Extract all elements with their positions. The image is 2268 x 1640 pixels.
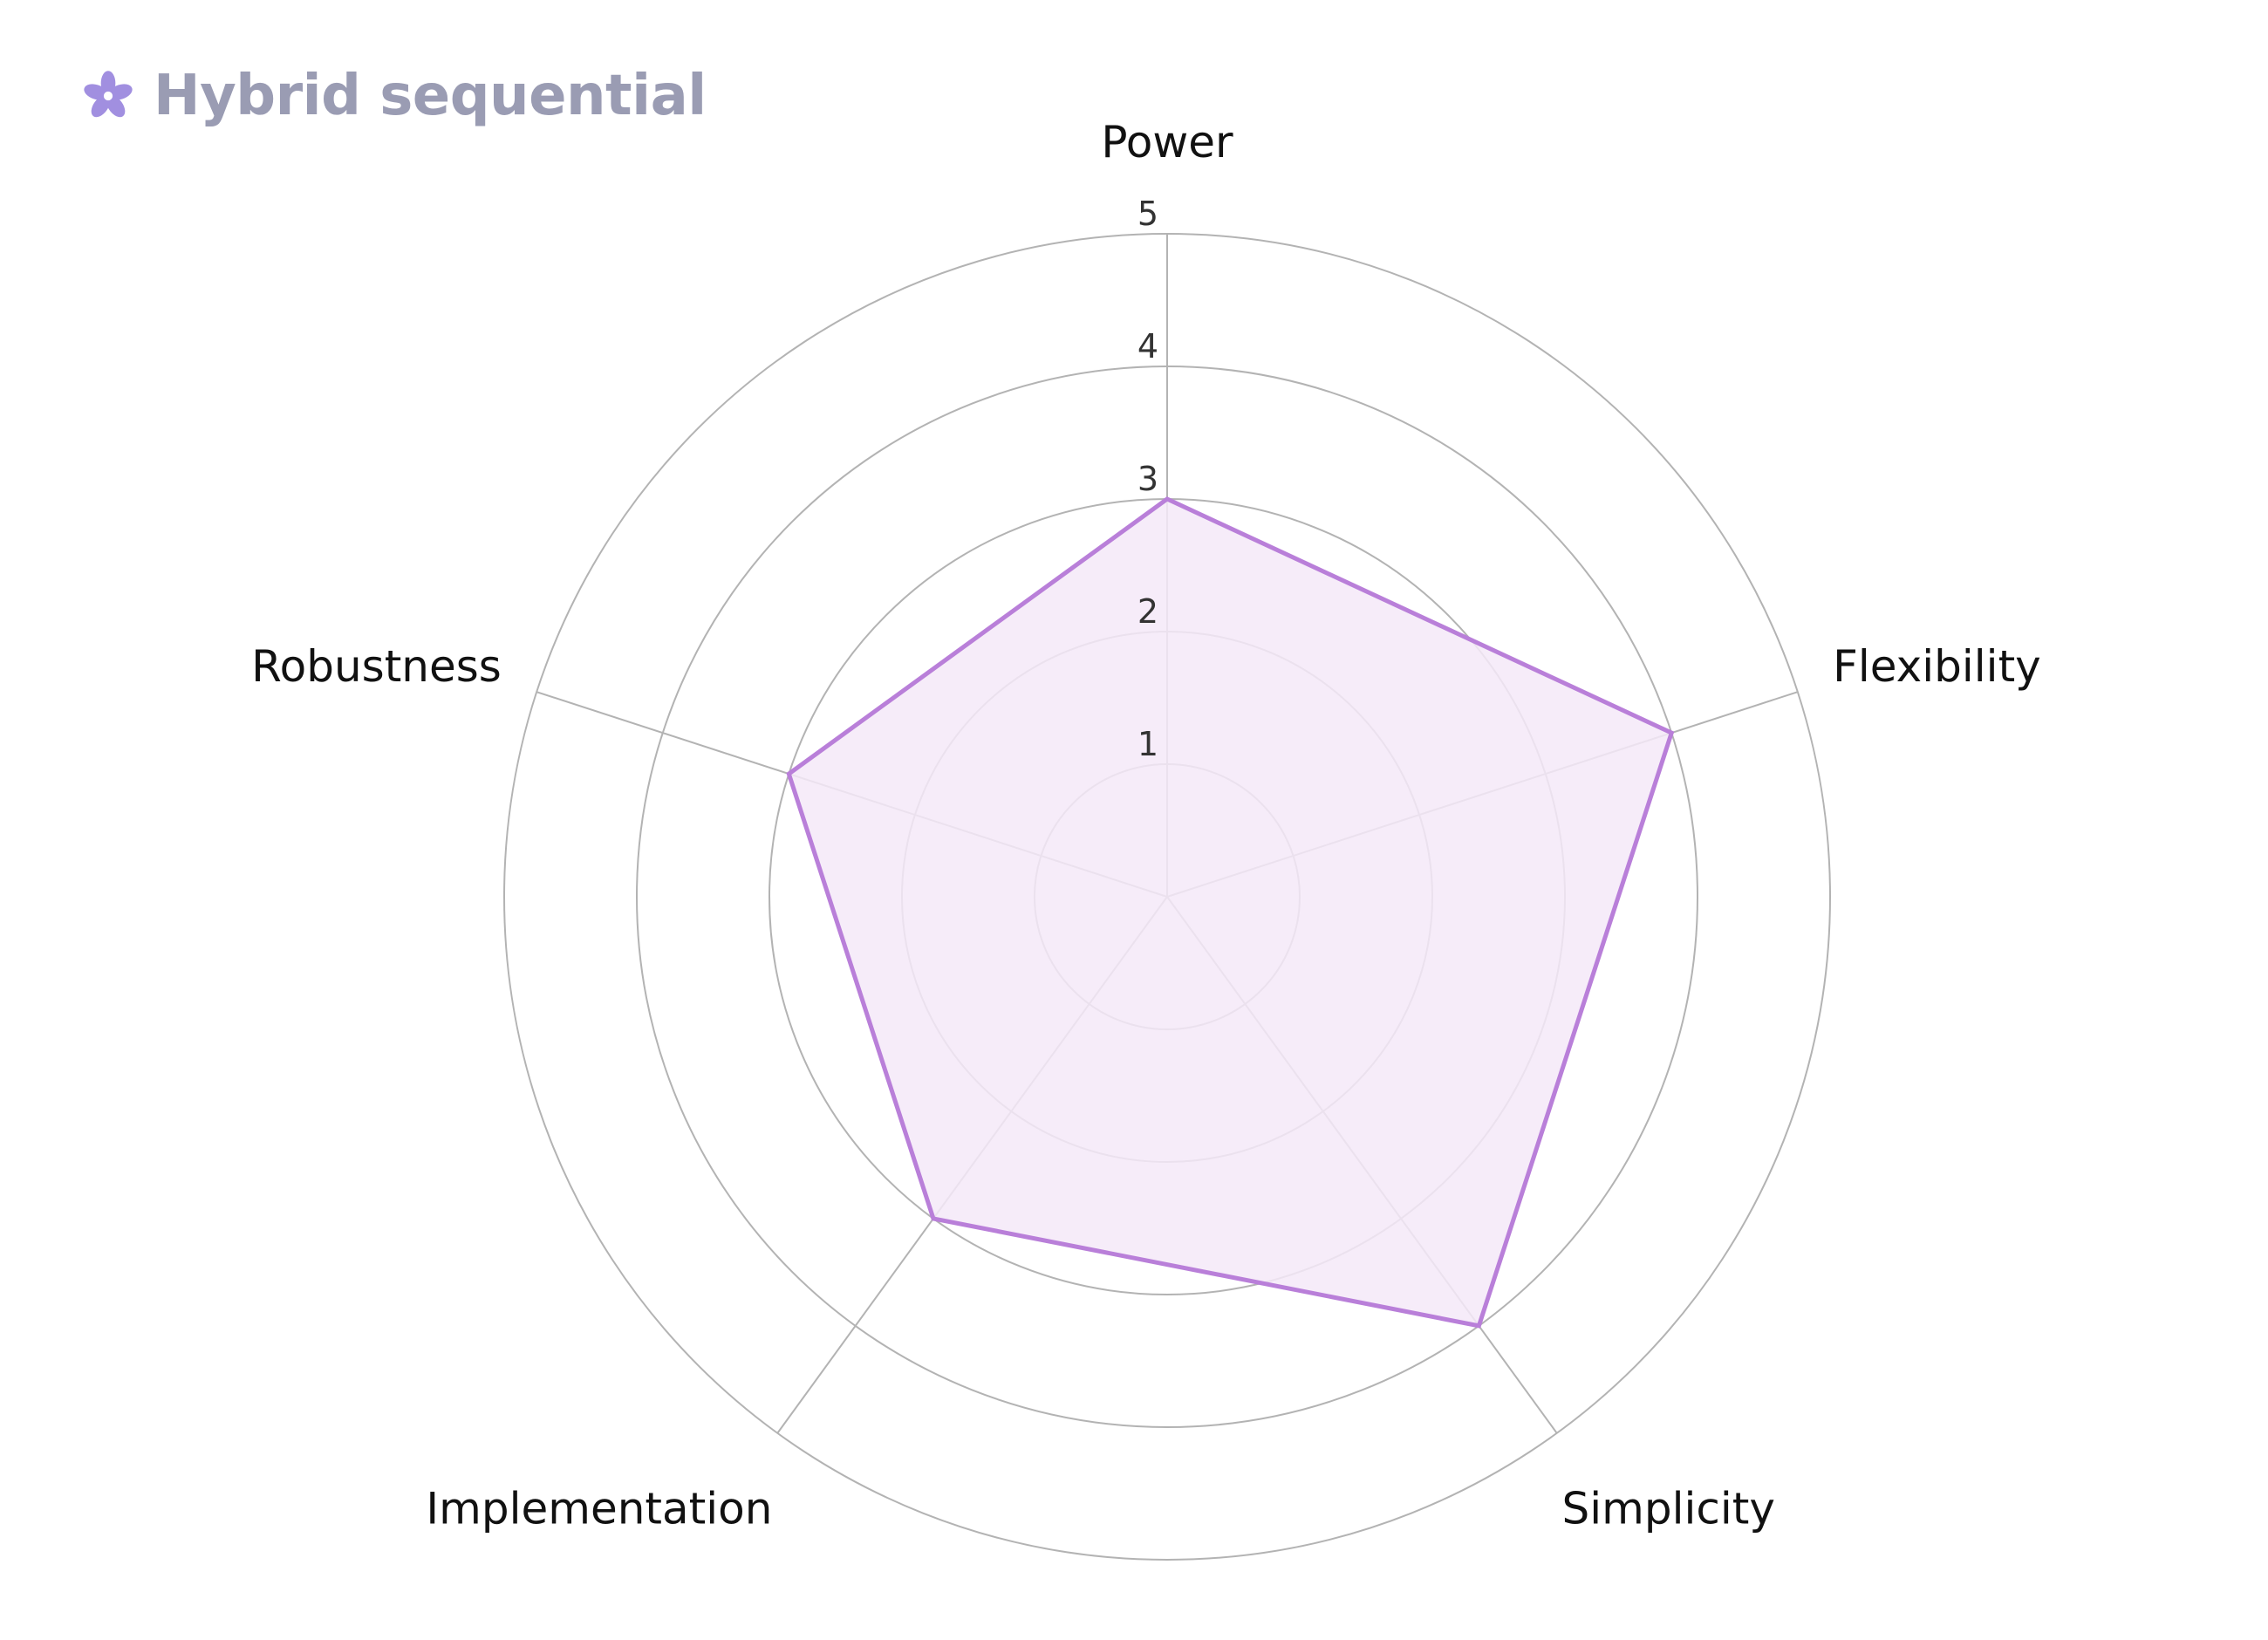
chart-header: Hybrid sequential (80, 68, 707, 124)
axis-label-simplicity: Simplicity (1562, 1484, 1775, 1534)
axis-label-flexibility: Flexibility (1833, 641, 2041, 692)
chart-title: Hybrid sequential (154, 64, 707, 128)
tick-label: 2 (1137, 592, 1158, 631)
logo-petal (108, 84, 133, 100)
logo-center (103, 91, 113, 101)
logo-petal (106, 95, 126, 118)
axis-label-power: Power (1101, 117, 1233, 167)
tick-label: 1 (1137, 725, 1158, 763)
logo-petal (84, 84, 108, 100)
cherry-blossom-icon (84, 71, 133, 118)
data-layer (786, 496, 1675, 1329)
tick-labels: 1 2 3 4 5 (1137, 195, 1158, 763)
tick-label: 4 (1137, 327, 1158, 366)
axis-label-robustness: Robustness (251, 641, 502, 692)
axis-label-implementation: Implementation (426, 1484, 772, 1534)
logo-petal (91, 95, 111, 118)
series-polygon (786, 496, 1675, 1329)
tick-label: 3 (1137, 460, 1158, 498)
axis-labels: Power Flexibility Simplicity Implementation… (251, 117, 2041, 1534)
tick-label: 5 (1137, 195, 1158, 233)
